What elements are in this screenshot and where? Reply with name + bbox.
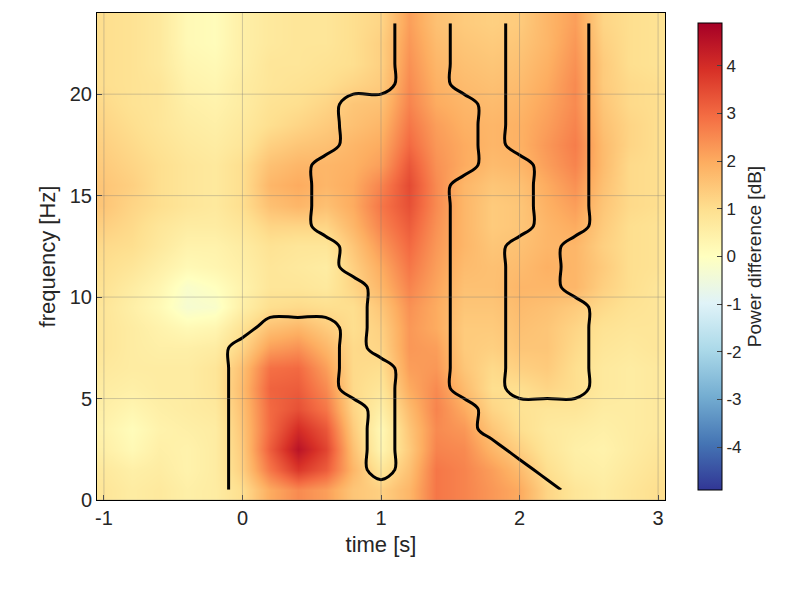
- svg-text:10: 10: [70, 286, 92, 308]
- svg-text:3: 3: [653, 507, 664, 529]
- svg-text:4: 4: [726, 57, 735, 76]
- svg-text:Power difference [dB]: Power difference [dB]: [744, 166, 765, 347]
- svg-text:0: 0: [726, 247, 735, 266]
- svg-text:-1: -1: [726, 295, 741, 314]
- svg-text:-1: -1: [95, 507, 113, 529]
- svg-text:5: 5: [81, 388, 92, 410]
- svg-text:1: 1: [375, 507, 386, 529]
- svg-text:20: 20: [70, 83, 92, 105]
- svg-text:3: 3: [726, 104, 735, 123]
- svg-text:1: 1: [726, 200, 735, 219]
- svg-text:frequency [Hz]: frequency [Hz]: [35, 186, 60, 328]
- svg-text:2: 2: [514, 507, 525, 529]
- svg-text:-4: -4: [726, 438, 741, 457]
- svg-text:15: 15: [70, 185, 92, 207]
- svg-text:-2: -2: [726, 343, 741, 362]
- svg-text:2: 2: [726, 152, 735, 171]
- svg-text:0: 0: [81, 489, 92, 511]
- svg-text:-3: -3: [726, 390, 741, 409]
- svg-text:time [s]: time [s]: [346, 532, 417, 557]
- svg-text:0: 0: [237, 507, 248, 529]
